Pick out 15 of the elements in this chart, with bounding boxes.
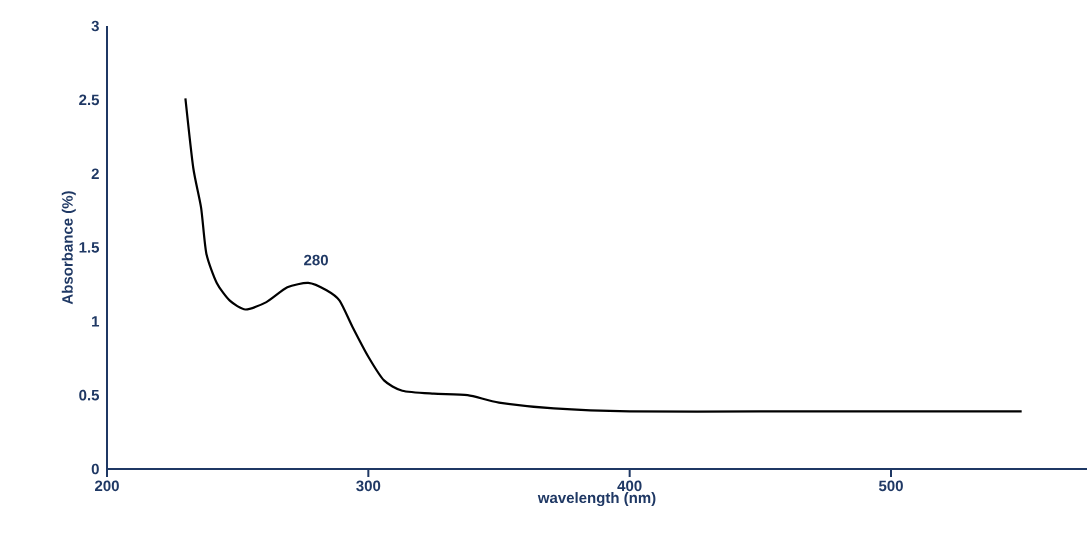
y-tick-label: 2 [91,168,99,179]
x-tick-label: 400 [617,480,642,492]
x-tick-label: 300 [356,480,381,492]
y-tick-label: 1.5 [79,242,100,253]
x-axis-title: wavelength (nm) [537,492,656,507]
x-tick-label: 500 [878,480,903,492]
y-tick-label: 2.5 [79,94,100,106]
annotation: 280 [304,254,328,266]
y-tick-label: 1 [92,316,100,327]
y-tick-label: 3 [91,20,99,32]
y-tick-label: 0.5 [79,389,100,401]
y-tick-label: 0 [91,463,99,475]
y-axis-title: Absorbance (%) [61,191,76,305]
line-series [184,97,1023,413]
x-tick-label: 200 [95,480,119,492]
